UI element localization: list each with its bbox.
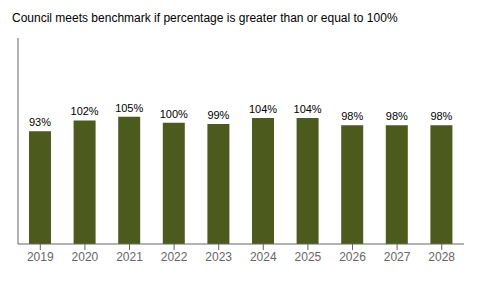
svg-text:2019: 2019 [27, 250, 54, 264]
svg-text:2025: 2025 [295, 250, 322, 264]
svg-text:93%: 93% [29, 116, 51, 128]
svg-text:104%: 104% [294, 103, 322, 115]
svg-text:105%: 105% [115, 102, 143, 114]
svg-text:98%: 98% [386, 110, 408, 122]
svg-text:99%: 99% [207, 109, 229, 121]
svg-text:2023: 2023 [205, 250, 232, 264]
svg-text:98%: 98% [341, 110, 363, 122]
svg-text:2020: 2020 [72, 250, 99, 264]
html-text:Council meets benchmark if per: Council meets benchmark if percentage is… [12, 11, 398, 25]
svg-text:2024: 2024 [250, 250, 277, 264]
svg-text:2026: 2026 [339, 250, 366, 264]
svg-text:98%: 98% [430, 110, 452, 122]
svg-text:2027: 2027 [384, 250, 411, 264]
svg-text:2022: 2022 [161, 250, 188, 264]
svg-text:102%: 102% [71, 105, 99, 117]
svg-text:104%: 104% [249, 103, 277, 115]
svg-text:100%: 100% [160, 108, 188, 120]
svg-text:2028: 2028 [428, 250, 455, 264]
svg-text:2021: 2021 [116, 250, 143, 264]
